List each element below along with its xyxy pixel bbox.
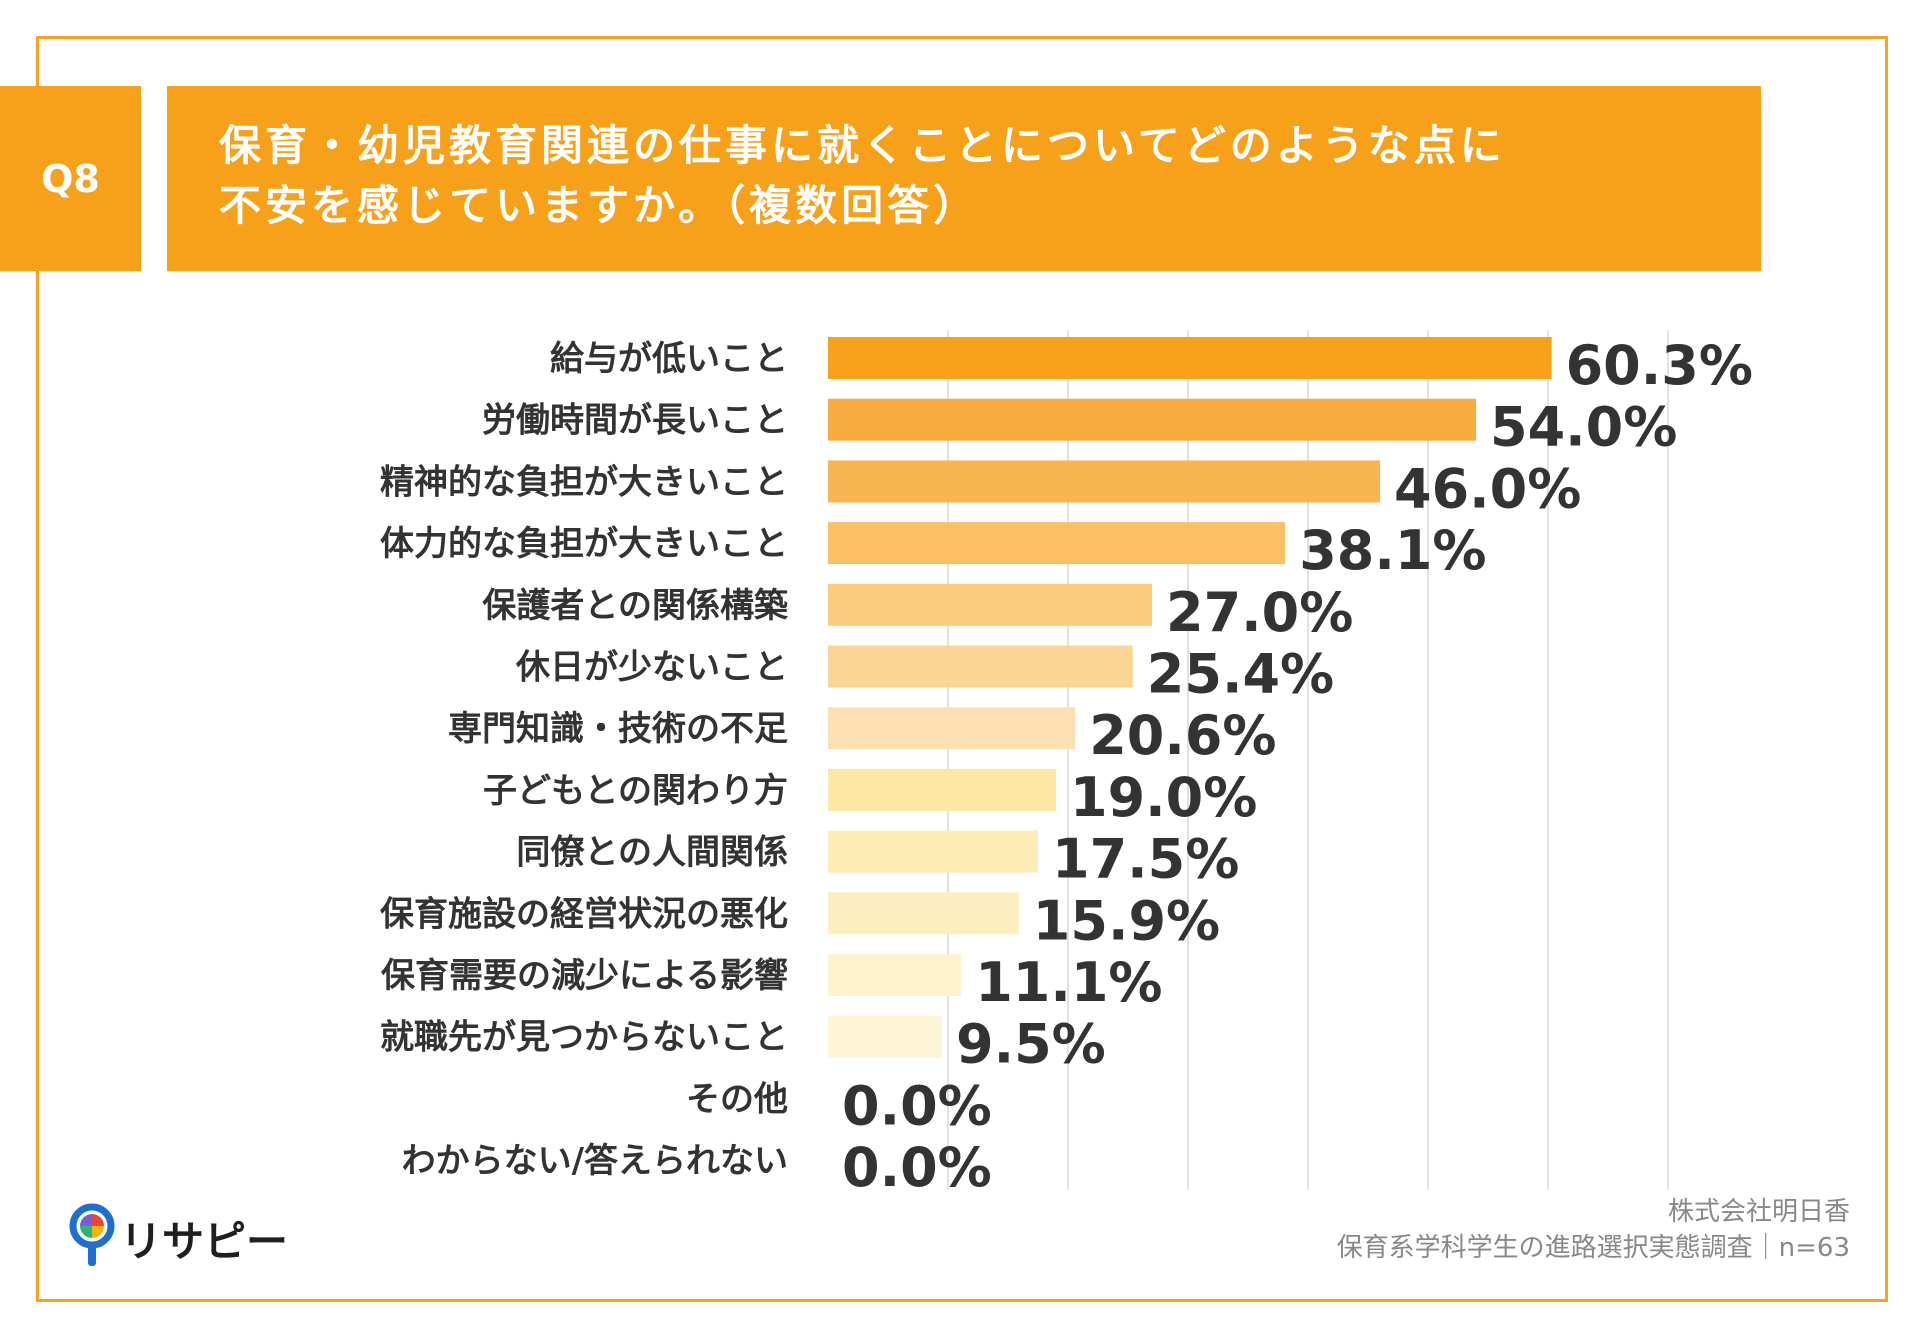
question-label: Q8 — [41, 156, 100, 201]
bar — [828, 830, 1038, 873]
bar — [828, 583, 1152, 626]
category-label: 就職先が見つからないこと — [380, 1018, 788, 1058]
value-label: 0.0% — [842, 1136, 992, 1199]
category-label: 専門知識・技術の不足 — [448, 709, 788, 749]
category-label: 労働時間が長いこと — [482, 401, 788, 441]
bar — [828, 645, 1133, 688]
logo-pin-icon — [69, 1203, 115, 1266]
logo-text: リサピー — [120, 1217, 288, 1266]
value-label: 25.4% — [1147, 643, 1334, 706]
category-label: 給与が低いこと — [550, 339, 788, 379]
value-label: 60.3% — [1566, 334, 1753, 397]
value-label: 19.0% — [1070, 766, 1257, 829]
question-badge: Q8 — [0, 86, 141, 271]
value-label: 15.9% — [1033, 889, 1220, 952]
category-label: 体力的な負担が大きいこと — [380, 524, 788, 564]
category-label: 同僚との人間関係 — [516, 833, 788, 873]
bar — [828, 398, 1476, 441]
category-label: 保育需要の減少による影響 — [381, 956, 788, 996]
bar — [828, 522, 1286, 565]
value-label: 38.1% — [1299, 519, 1486, 582]
bar — [828, 707, 1076, 750]
bar — [828, 337, 1552, 379]
bar — [828, 460, 1380, 503]
risapi-logo: リサピー — [69, 1203, 288, 1266]
value-label: 20.6% — [1089, 704, 1276, 767]
survey-name: 保育系学科学生の進路選択実態調査｜n=63 — [1336, 1233, 1850, 1263]
category-label: 精神的な負担が大きいこと — [380, 462, 788, 502]
footer-credit: 株式会社明日香 保育系学科学生の進路選択実態調査｜n=63 — [1337, 1194, 1850, 1266]
value-label: 9.5% — [956, 1013, 1106, 1076]
bar — [828, 892, 1019, 935]
outer-frame — [36, 36, 1888, 1302]
value-label: 17.5% — [1052, 828, 1239, 891]
category-label: わからない/答えられない — [402, 1141, 788, 1181]
value-label: 46.0% — [1394, 457, 1581, 520]
category-label: 休日が少ないこと — [515, 648, 788, 688]
chart-title-line-1: 保育・幼児教育関連の仕事に就くことについてどのような点に — [219, 121, 1506, 170]
value-label: 11.1% — [975, 951, 1162, 1014]
bar — [828, 954, 962, 996]
value-label: 54.0% — [1490, 396, 1677, 459]
bar — [828, 1015, 942, 1058]
category-label: 子どもとの関わり方 — [483, 771, 788, 811]
category-label: その他 — [686, 1079, 788, 1119]
category-label: 保育施設の経営状況の悪化 — [380, 894, 788, 934]
title-banner: 保育・幼児教育関連の仕事に就くことについてどのような点に 不安を感じていますか。… — [167, 86, 1761, 271]
value-label: 0.0% — [842, 1074, 992, 1137]
value-label: 27.0% — [1166, 581, 1353, 644]
category-label: 保護者との関係構築 — [482, 586, 789, 626]
company-name: 株式会社明日香 — [1667, 1197, 1850, 1227]
chart-title-line-2: 不安を感じていますか。（複数回答） — [219, 181, 980, 230]
bar — [828, 768, 1056, 811]
